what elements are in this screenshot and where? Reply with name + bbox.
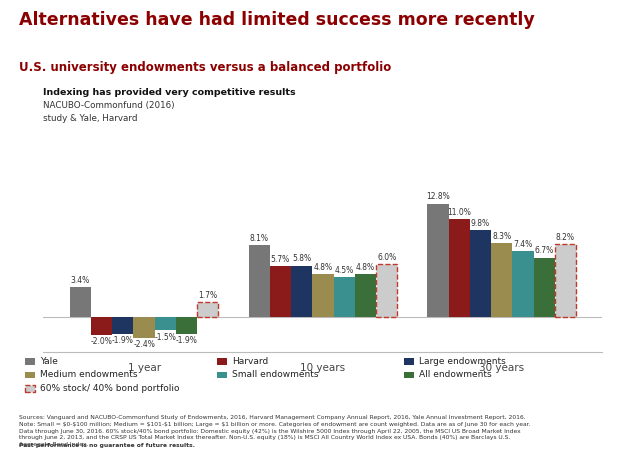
Text: 4.8%: 4.8% (356, 263, 375, 272)
Bar (491, 243, 512, 317)
Bar (333, 277, 355, 317)
Text: 8.3%: 8.3% (492, 232, 511, 241)
Text: Indexing has provided very competitive results: Indexing has provided very competitive r… (43, 88, 296, 97)
Text: Harvard: Harvard (232, 357, 268, 366)
Text: U.S. university endowments versus a balanced portfolio: U.S. university endowments versus a bala… (19, 61, 391, 74)
Text: 60% stock/ 40% bond portfolio: 60% stock/ 40% bond portfolio (40, 384, 179, 393)
Bar (512, 251, 533, 317)
Text: 6.0%: 6.0% (377, 253, 396, 262)
Bar (270, 266, 291, 317)
Text: Yale: Yale (40, 357, 58, 366)
Text: Past performance is no guarantee of future results.: Past performance is no guarantee of futu… (19, 443, 194, 448)
Bar (134, 317, 155, 338)
Text: Medium endowments: Medium endowments (40, 370, 137, 379)
Text: Sources: Vanguard and NACUBO-Commonfund Study of Endowments, 2016, Harvard Manag: Sources: Vanguard and NACUBO-Commonfund … (19, 415, 530, 447)
Text: 4.5%: 4.5% (335, 266, 354, 275)
Text: NACUBO-Commonfund (2016)
study & Yale, Harvard: NACUBO-Commonfund (2016) study & Yale, H… (43, 101, 175, 123)
Bar (70, 287, 91, 317)
Bar (91, 317, 112, 335)
Text: 4.8%: 4.8% (314, 263, 332, 272)
Text: -1.9%: -1.9% (176, 336, 197, 345)
Text: 5.8%: 5.8% (292, 255, 311, 264)
Text: 11.0%: 11.0% (447, 208, 471, 217)
Text: 6.7%: 6.7% (535, 247, 554, 255)
Bar (470, 230, 491, 317)
Text: 12.8%: 12.8% (426, 192, 450, 201)
Text: -1.9%: -1.9% (112, 336, 134, 345)
Bar (291, 266, 312, 317)
Text: Large endowments: Large endowments (419, 357, 505, 366)
Text: 8.1%: 8.1% (250, 234, 269, 243)
Text: 3.4%: 3.4% (71, 276, 90, 285)
FancyBboxPatch shape (555, 244, 576, 317)
Bar (176, 317, 197, 334)
Text: -2.0%: -2.0% (91, 337, 112, 346)
Text: 9.8%: 9.8% (471, 219, 490, 228)
Text: 8.2%: 8.2% (556, 233, 575, 242)
Text: Alternatives have had limited success more recently: Alternatives have had limited success mo… (19, 11, 535, 29)
Bar (448, 220, 470, 317)
Text: -2.4%: -2.4% (133, 340, 155, 349)
Text: 7.4%: 7.4% (514, 240, 533, 249)
Text: -1.5%: -1.5% (155, 333, 176, 342)
Bar (355, 274, 376, 317)
Bar (112, 317, 134, 334)
Bar (533, 258, 555, 317)
FancyBboxPatch shape (376, 264, 397, 317)
Bar (312, 274, 333, 317)
Text: 1.7%: 1.7% (198, 291, 217, 300)
Text: All endowments: All endowments (419, 370, 491, 379)
Bar (427, 203, 448, 317)
Text: Small endowments: Small endowments (232, 370, 319, 379)
Bar (248, 245, 270, 317)
Text: 5.7%: 5.7% (271, 255, 290, 264)
Bar (155, 317, 176, 330)
FancyBboxPatch shape (197, 302, 219, 317)
